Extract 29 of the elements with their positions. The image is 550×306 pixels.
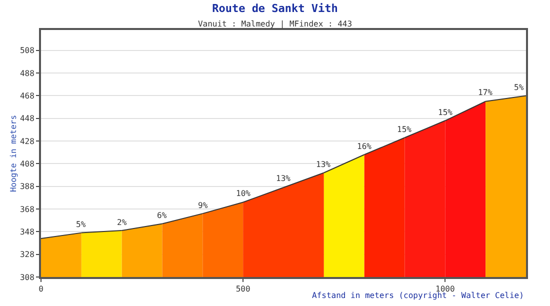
annotation: 15% xyxy=(397,125,412,134)
annotation: 17% xyxy=(478,88,493,97)
y-tick-label: 448 xyxy=(20,114,35,124)
y-tick-label: 388 xyxy=(20,182,35,192)
y-tick-label: 468 xyxy=(20,92,35,101)
y-tick-label: 508 xyxy=(20,46,35,56)
y-tick-label: 488 xyxy=(20,68,35,78)
annotation: 2% xyxy=(117,218,127,227)
annotation: 9% xyxy=(198,201,208,210)
y-tick-label: 348 xyxy=(20,227,35,236)
y-tick-label: 408 xyxy=(20,160,35,168)
y-tick-label: 428 xyxy=(20,136,35,146)
x-tick-label: 500 xyxy=(236,284,250,294)
chart-title: Route de Sankt Vith xyxy=(212,2,338,16)
chart-subtitle: Vanuit : Malmedy | MFindex : 443 xyxy=(198,20,352,29)
x-axis-title: Afstand in meters (copyright - Walter Celie) xyxy=(312,291,524,300)
y-tick-label: 368 xyxy=(20,204,35,214)
annotation: 13% xyxy=(316,160,331,169)
y-axis-title: Hoogte in meters xyxy=(9,114,18,192)
annotation: 5% xyxy=(76,220,86,229)
annotation: 13% xyxy=(276,174,291,183)
annotation: 5% xyxy=(514,83,524,92)
y-tick-label: 328 xyxy=(20,250,35,260)
annotation: 15% xyxy=(438,108,453,117)
annotation: 16% xyxy=(357,142,372,151)
x-tick-label: 0 xyxy=(38,284,44,294)
annotation: 10% xyxy=(236,189,251,198)
annotation: 6% xyxy=(157,211,167,220)
y-tick-label: 308 xyxy=(20,272,35,282)
